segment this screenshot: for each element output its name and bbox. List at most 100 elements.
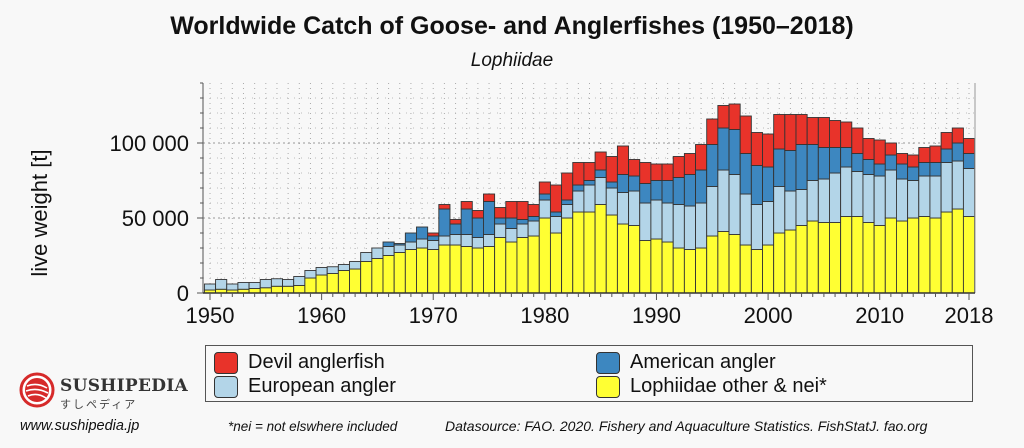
bar-segment — [750, 204, 763, 250]
bar-segment — [527, 204, 540, 217]
bar-segment — [203, 283, 217, 291]
bar-segment — [683, 153, 696, 175]
bar-segment — [929, 217, 942, 294]
bar-segment — [806, 117, 819, 145]
legend-swatch-european — [214, 375, 238, 398]
bar-segment — [628, 159, 641, 177]
bar-segment — [561, 172, 574, 201]
bar-segment — [795, 114, 808, 145]
bar-segment — [438, 208, 451, 237]
bar-segment — [862, 138, 875, 160]
bar-segment — [416, 247, 429, 294]
legend-swatch-devil — [214, 351, 238, 374]
brand-subtitle: すしペディア — [60, 399, 138, 411]
y-tick-label: 0 — [177, 281, 189, 306]
bar-segment — [594, 177, 607, 205]
bar-segment — [572, 184, 585, 192]
bar-segment — [717, 127, 730, 171]
bar-segment — [840, 166, 853, 217]
bar-segment — [840, 147, 853, 168]
bar-segment — [527, 235, 540, 294]
bar-segment — [516, 237, 529, 294]
bar-segment — [438, 204, 451, 210]
bar-segment — [282, 279, 295, 287]
bar-segment — [829, 147, 842, 174]
bar-segment — [572, 190, 585, 213]
bar-segment — [762, 201, 775, 246]
bar-segment — [393, 252, 406, 294]
bar-segment — [829, 222, 842, 294]
bar-segment — [527, 220, 540, 237]
bar-segment — [259, 287, 272, 294]
bar-segment — [829, 120, 842, 148]
bar-segment — [538, 199, 551, 219]
bar-segment — [315, 267, 328, 276]
bar-segment — [483, 234, 496, 247]
legend-swatch-american — [596, 351, 620, 374]
bar-segment — [371, 258, 384, 294]
bar-segment — [907, 166, 920, 181]
bar-segment — [806, 180, 819, 222]
bar-segment — [605, 214, 618, 294]
bar-segment — [639, 240, 652, 294]
bar-segment — [561, 199, 574, 205]
bar-segment — [382, 246, 395, 256]
bar-segment — [895, 178, 909, 222]
bar-segment — [371, 247, 384, 259]
bar-segment — [695, 169, 708, 204]
bar-segment — [806, 220, 819, 294]
bar-segment — [951, 208, 964, 294]
bar-segment — [583, 180, 596, 186]
bar-segment — [259, 279, 272, 289]
bar-segment — [605, 181, 618, 189]
bar-segment — [829, 172, 842, 223]
bar-segment — [784, 190, 797, 231]
bar-segment — [672, 204, 685, 249]
bar-segment — [695, 247, 708, 294]
bar-segment — [494, 207, 507, 219]
bar-segment — [672, 177, 685, 205]
bar-segment — [918, 147, 931, 163]
bar-segment — [728, 234, 741, 294]
legend-item-devil: Devil anglerfish — [214, 351, 385, 374]
bar-segment — [695, 202, 708, 249]
bar-segment — [494, 223, 507, 238]
bar-segment — [862, 222, 875, 294]
bar-segment — [616, 174, 630, 193]
bar-segment — [817, 178, 830, 223]
bar-segment — [851, 216, 864, 294]
bar-segment — [940, 148, 953, 163]
bar-segment — [851, 127, 864, 154]
bar-segment — [817, 147, 830, 180]
legend-item-american: American angler — [596, 351, 776, 374]
bar-segment — [449, 223, 462, 235]
bar-segment — [661, 180, 674, 204]
bar-segment — [427, 232, 440, 237]
website-link[interactable]: www.sushipedia.jp — [20, 418, 140, 434]
bar-segment — [650, 180, 663, 201]
bar-segment — [762, 244, 775, 294]
bar-segment — [817, 117, 830, 148]
bar-segment — [572, 211, 585, 294]
bar-segment — [717, 105, 730, 129]
bar-segment — [873, 163, 886, 177]
bar-segment — [561, 204, 574, 219]
bar-segment — [762, 166, 775, 202]
bar-segment — [360, 252, 373, 262]
bar-segment — [382, 255, 395, 294]
bar-segment — [460, 246, 473, 294]
x-tick-label: 1950 — [186, 303, 235, 328]
bar-segment — [806, 144, 819, 181]
bar-segment — [315, 274, 328, 294]
bar-segment — [483, 193, 496, 202]
chart-subtitle: Lophiidae — [470, 50, 554, 71]
bar-segment — [549, 216, 563, 234]
bar-segment — [650, 238, 663, 294]
bar-segment — [282, 285, 295, 294]
bar-segment — [527, 216, 540, 222]
bar-segment — [494, 217, 507, 225]
bar-segment — [594, 151, 607, 171]
bar-segment — [784, 150, 797, 192]
bar-segment — [628, 190, 641, 226]
bar-segment — [549, 211, 563, 217]
